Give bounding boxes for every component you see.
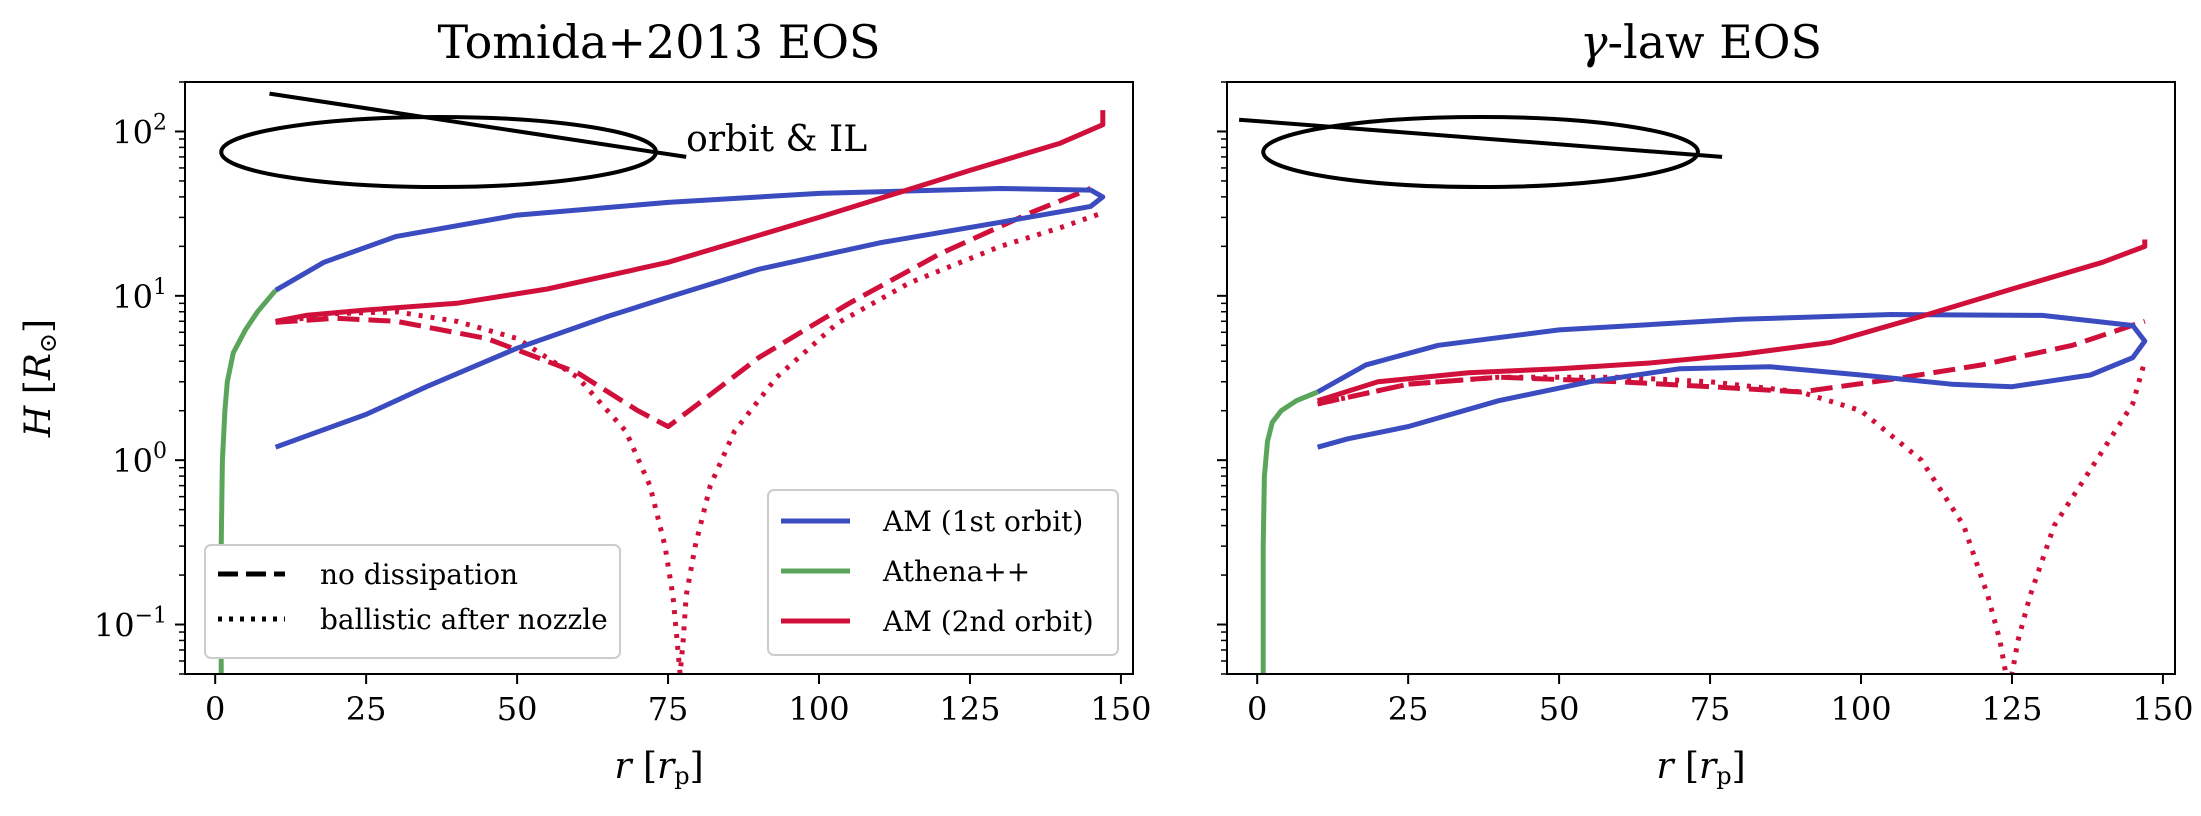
series-am-1st-orbit	[274, 186, 1106, 450]
left-x-axis-label: r [rp]	[614, 746, 703, 790]
series-ballistic-after-nozzle	[275, 210, 1104, 674]
legend-athena: Athena++	[882, 555, 1030, 588]
y-tick-label: 101	[112, 275, 167, 316]
x-tick-label: 75	[648, 690, 689, 728]
right-ticks: 0 25 50 75 100 125 150	[1217, 81, 2193, 728]
x-tick-label: 100	[1830, 690, 1891, 728]
x-tick-label: 50	[497, 690, 538, 728]
legend-ballistic: ballistic after nozzle	[320, 603, 608, 636]
x-tick-label: 125	[939, 690, 1000, 728]
series-ballistic-after-nozzle	[1317, 360, 2148, 674]
panel-left: Tomida+2013 EOS 0 25 50 75 100 125 150 10−1 100 1…	[18, 15, 1151, 790]
right-series	[1238, 115, 2148, 674]
y-tick-label: 102	[112, 110, 167, 151]
series-am-1st-orbit	[1316, 312, 2148, 450]
legend-am-1st-orbit: AM (1st orbit)	[882, 505, 1083, 538]
x-tick-label: 75	[1690, 690, 1731, 728]
left-title: Tomida+2013 EOS	[437, 15, 880, 69]
series-am-2nd-orbit	[275, 110, 1106, 324]
x-tick-label: 100	[788, 690, 849, 728]
series-athena	[1260, 389, 1319, 674]
orbit-ellipse	[1261, 115, 1700, 190]
left-axes-frame	[184, 81, 1134, 675]
x-tick-label: 125	[1981, 690, 2042, 728]
right-x-axis-label: r [rp]	[1656, 746, 1745, 790]
series-no-dissipation	[275, 186, 1092, 430]
x-tick-label: 50	[1539, 690, 1580, 728]
series-am-2nd-orbit	[1316, 239, 2148, 404]
orbit-ellipse	[219, 115, 658, 190]
left-series	[218, 91, 1106, 674]
legend-no-dissipation: no dissipation	[320, 558, 518, 591]
legend-models: AM (1st orbit) Athena++ AM (2nd orbit)	[767, 489, 1119, 656]
right-title: γ-law EOS	[1580, 15, 1822, 69]
series-athena	[218, 288, 278, 674]
x-tick-label: 0	[205, 690, 225, 728]
right-axes-frame	[1226, 81, 2176, 675]
left-ticks: 0 25 50 75 100 125 150 10−1 100 101 102	[94, 81, 1151, 728]
y-tick-label: 10−1	[94, 604, 167, 645]
x-tick-label: 25	[346, 690, 387, 728]
panel-right: γ-law EOS 0 25 50 75 100 125 150 r [rp]	[1217, 15, 2193, 790]
y-axis-label: H [R⊙]	[18, 319, 62, 438]
legend-models-frame	[767, 489, 1119, 656]
orbit-il-annotation: orbit & IL	[686, 119, 867, 160]
inclination-line	[1238, 117, 1723, 159]
x-tick-label: 25	[1388, 690, 1429, 728]
legend-linestyles: no dissipation ballistic after nozzle	[204, 544, 621, 659]
legend-am-2nd-orbit: AM (2nd orbit)	[882, 605, 1094, 638]
x-tick-label: 150	[2132, 690, 2193, 728]
x-tick-label: 0	[1247, 690, 1267, 728]
y-tick-label: 100	[112, 439, 167, 480]
series-no-dissipation	[1317, 318, 2146, 407]
inclination-line	[269, 91, 687, 159]
legend-linestyles-frame	[204, 544, 621, 659]
x-tick-label: 150	[1090, 690, 1151, 728]
